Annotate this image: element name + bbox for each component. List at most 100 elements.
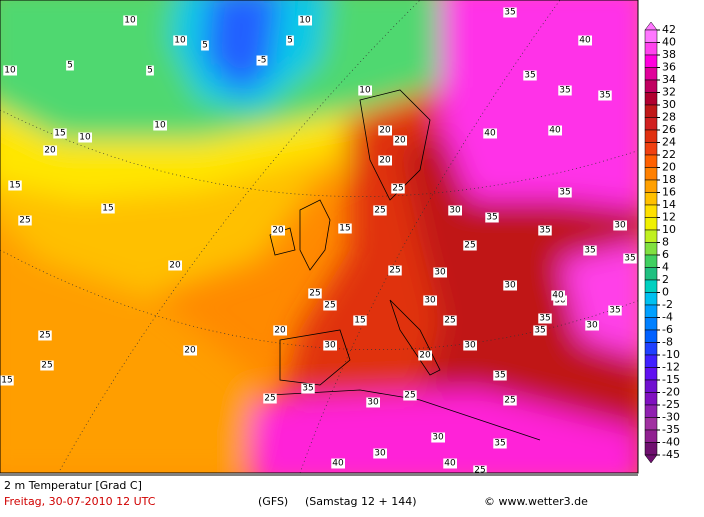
contour-label: 25 — [389, 266, 400, 276]
map-frame — [0, 0, 639, 474]
contour-label: 40 — [549, 126, 561, 136]
colorbar-band — [644, 229, 658, 243]
colorbar-label: 10 — [662, 223, 676, 236]
colorbar-label: 4 — [662, 261, 669, 274]
coastlines — [269, 89, 541, 441]
contour-label: 20 — [379, 156, 391, 166]
colorbar-band — [644, 304, 658, 318]
label-box — [40, 360, 54, 371]
label-box — [146, 65, 154, 76]
contour-label: 5 — [202, 41, 208, 51]
colorbar-band — [644, 404, 658, 418]
label-box — [433, 267, 447, 278]
contour-label: 25 — [474, 466, 485, 476]
label-box — [493, 438, 507, 449]
colorbar-band — [644, 429, 658, 443]
colorbar-label: -10 — [662, 348, 680, 361]
contour-label: 15 — [9, 181, 20, 191]
colorbar-label: 38 — [662, 48, 676, 61]
colorbar-band — [644, 367, 658, 381]
contour-label: 35 — [524, 71, 535, 81]
colorbar-band — [644, 204, 658, 218]
contour-label: 30 — [324, 341, 336, 351]
label-box — [286, 35, 294, 46]
contour-label: 30 — [374, 449, 386, 459]
contour-label: 35 — [609, 306, 620, 316]
contour-label: 30 — [464, 341, 476, 351]
colorbar-band — [644, 54, 658, 68]
label-box — [378, 125, 392, 136]
label-box — [378, 155, 392, 166]
contour-label: 35 — [539, 226, 550, 236]
contour-label: 35 — [534, 326, 545, 336]
contour-label: 35 — [504, 8, 515, 18]
label-box — [583, 245, 597, 256]
contour-label: 30 — [434, 268, 446, 278]
contour-label: 25 — [504, 396, 515, 406]
colorbar-band — [644, 217, 658, 231]
label-box — [331, 458, 345, 469]
colorbar-band — [644, 142, 658, 156]
label-box — [373, 448, 387, 459]
label-box — [273, 325, 287, 336]
contour-label: 20 — [169, 261, 181, 271]
colorbar-band — [644, 79, 658, 93]
colorbar-label: -4 — [662, 311, 673, 324]
colorbar-label: -35 — [662, 423, 680, 436]
label-box — [443, 315, 457, 326]
colorbar-band — [644, 329, 658, 343]
contour-label: 30 — [432, 433, 444, 443]
contour-label: 30 — [504, 281, 516, 291]
contour-label: 25 — [324, 301, 335, 311]
contour-label: 5 — [147, 66, 153, 76]
contour-label: 25 — [444, 316, 455, 326]
label-box — [43, 145, 57, 156]
contour-label: 10 — [79, 133, 91, 143]
colorbar-band — [644, 442, 658, 456]
label-box — [271, 225, 285, 236]
contour-label: 20 — [394, 136, 406, 146]
contour-label: 40 — [484, 129, 496, 139]
contour-label: 25 — [404, 391, 415, 401]
colorbar-label: 18 — [662, 173, 676, 186]
contour-label: 10 — [359, 86, 371, 96]
contour-label: 25 — [264, 394, 275, 404]
label-box — [485, 212, 499, 223]
colorbar-band — [644, 242, 658, 256]
label-box — [358, 85, 372, 96]
label-box — [538, 225, 552, 236]
label-box — [431, 432, 445, 443]
label-box — [256, 55, 268, 66]
colorbar-label: 8 — [662, 236, 669, 249]
colorbar-label: -2 — [662, 298, 673, 311]
label-box — [551, 290, 565, 301]
label-box — [463, 240, 477, 251]
contour-label: 40 — [332, 459, 344, 469]
colorbar-band — [644, 129, 658, 143]
colorbar-band — [644, 29, 658, 43]
colorbar-label: 2 — [662, 273, 669, 286]
label-box — [66, 60, 74, 71]
contour-label: 15 — [354, 316, 365, 326]
contour-label: -5 — [258, 56, 267, 66]
colorbar-label: 26 — [662, 123, 676, 136]
colorbar-label: 16 — [662, 186, 676, 199]
label-box — [391, 183, 405, 194]
label-box — [298, 15, 312, 26]
colorbar-band — [644, 179, 658, 193]
colorbar-label: 32 — [662, 86, 676, 99]
label-box — [263, 393, 277, 404]
colorbar-label: 12 — [662, 211, 676, 224]
colorbar-band — [644, 42, 658, 56]
colorbar-cap — [644, 21, 658, 31]
label-box — [153, 120, 167, 131]
footer-date: Freitag, 30-07-2010 12 UTC — [4, 495, 156, 508]
contour-label: 25 — [39, 331, 50, 341]
colorbar-band — [644, 354, 658, 368]
label-box — [473, 465, 487, 473]
contour-label: 35 — [559, 188, 570, 198]
colorbar-label: 34 — [662, 73, 676, 86]
colorbar-band — [644, 317, 658, 331]
contour-label: 30 — [424, 296, 436, 306]
colorbar-label: -30 — [662, 411, 680, 424]
